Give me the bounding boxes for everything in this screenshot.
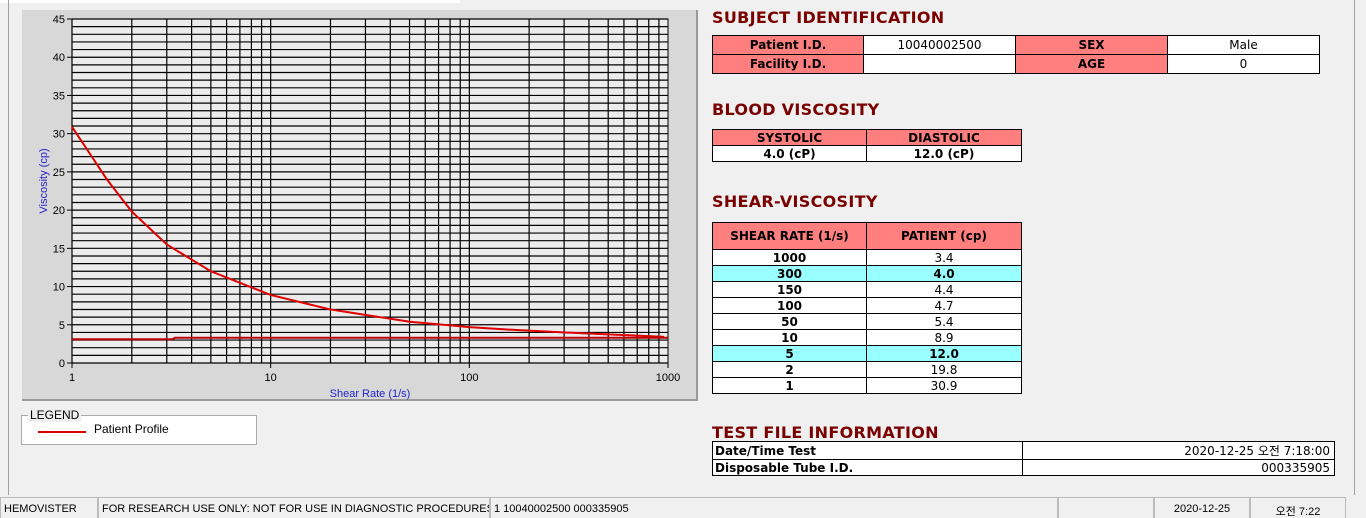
shear-row: 5 12.0 <box>712 345 1022 362</box>
legend-box: LEGEND Patient Profile <box>21 408 257 445</box>
patient-cp-cell: 4.7 <box>866 297 1022 314</box>
shear-viscosity-table: SHEAR RATE (1/s) PATIENT (cp) 1000 3.4 300 4… <box>712 222 1022 394</box>
window-frame <box>8 0 1355 495</box>
status-time: 오전 7:22 <box>1250 497 1346 518</box>
systolic-value: 4.0 (cP) <box>712 145 867 162</box>
x-tick-label: 1000 <box>656 372 680 384</box>
datetime-label: Date/Time Test <box>712 441 1023 460</box>
status-app: HEMOVISTER <box>0 497 98 518</box>
y-tick-label: 25 <box>53 167 65 179</box>
viscosity-chart: 0 5 10 15 20 25 30 35 40 45 1 10 100 1000 Shear Rate (… <box>22 10 698 401</box>
y-tick-label: 45 <box>53 14 65 26</box>
tube-id-label: Disposable Tube I.D. <box>712 459 1023 476</box>
x-tick-label: 100 <box>460 372 478 384</box>
blood-viscosity-title: BLOOD VISCOSITY <box>712 100 880 119</box>
patient-cp-header: PATIENT (cp) <box>866 222 1022 250</box>
y-tick-label: 30 <box>53 129 65 141</box>
top-edge <box>0 0 460 3</box>
sex-label: SEX <box>1015 35 1168 55</box>
sex-value: Male <box>1167 35 1320 55</box>
shear-row: 300 4.0 <box>712 265 1022 282</box>
patient-id-label: Patient I.D. <box>712 35 864 55</box>
shear-rate-cell: 50 <box>712 313 867 330</box>
shear-rate-cell: 2 <box>712 361 867 378</box>
patient-cp-cell: 30.9 <box>866 377 1022 394</box>
y-tick-label: 20 <box>53 205 65 217</box>
shear-rate-cell: 10 <box>712 329 867 346</box>
test-file-table: Date/Time Test 2020-12-25 오전 7:18:00 Disp… <box>712 441 1335 476</box>
shear-row: 1000 3.4 <box>712 249 1022 266</box>
legend-title: LEGEND <box>28 408 82 422</box>
x-tick-label: 10 <box>265 372 277 384</box>
series-line-0 <box>71 126 665 338</box>
y-tick-label: 0 <box>59 358 65 370</box>
status-bar: HEMOVISTER FOR RESEARCH USE ONLY: NOT FO… <box>0 497 1366 518</box>
shear-rate-cell: 5 <box>712 345 867 362</box>
y-tick-label: 15 <box>53 243 65 255</box>
status-file: 1 10040002500 000335905 <box>490 497 1058 518</box>
shear-rate-cell: 150 <box>712 281 867 298</box>
status-date: 2020-12-25 <box>1154 497 1250 518</box>
shear-row: 2 19.8 <box>712 361 1022 378</box>
y-tick-label: 10 <box>53 282 65 294</box>
patient-cp-cell: 4.4 <box>866 281 1022 298</box>
shear-row: 150 4.4 <box>712 281 1022 298</box>
y-tick-label: 5 <box>59 320 65 332</box>
shear-rate-cell: 300 <box>712 265 867 282</box>
legend-line-swatch <box>38 431 86 433</box>
y-tick-label: 35 <box>53 90 65 102</box>
x-axis-label: Shear Rate (1/s) <box>330 388 411 400</box>
shear-rate-cell: 1000 <box>712 249 867 266</box>
subject-title: SUBJECT IDENTIFICATION <box>712 8 945 27</box>
patient-cp-cell: 3.4 <box>866 249 1022 266</box>
series-line-1 <box>72 336 668 341</box>
shear-rate-header: SHEAR RATE (1/s) <box>712 222 867 250</box>
shear-row: 50 5.4 <box>712 313 1022 330</box>
y-tick-label: 40 <box>53 52 65 64</box>
shear-rate-cell: 1 <box>712 377 867 394</box>
test-file-title: TEST FILE INFORMATION <box>712 423 939 442</box>
systolic-label: SYSTOLIC <box>712 129 867 146</box>
x-tick-label: 1 <box>69 372 75 384</box>
age-label: AGE <box>1015 54 1168 74</box>
shear-row: 10 8.9 <box>712 329 1022 346</box>
patient-cp-cell: 12.0 <box>866 345 1022 362</box>
tube-id-value: 000335905 <box>1022 459 1335 476</box>
age-value: 0 <box>1167 54 1320 74</box>
y-axis-label: Viscosity (cp) <box>38 148 50 213</box>
status-blank <box>1058 497 1154 518</box>
status-notice: FOR RESEARCH USE ONLY: NOT FOR USE IN DI… <box>98 497 490 518</box>
facility-id-value <box>863 54 1016 74</box>
legend-item-label: Patient Profile <box>94 422 169 436</box>
shear-viscosity-title: SHEAR-VISCOSITY <box>712 192 878 211</box>
patient-cp-cell: 19.8 <box>866 361 1022 378</box>
shear-rate-cell: 100 <box>712 297 867 314</box>
patient-cp-cell: 4.0 <box>866 265 1022 282</box>
patient-id-value: 10040002500 <box>863 35 1016 55</box>
chart-svg: 0 5 10 15 20 25 30 35 40 45 1 10 100 1000 Shear Rate (… <box>38 14 680 400</box>
shear-row: 1 30.9 <box>712 377 1022 394</box>
patient-cp-cell: 8.9 <box>866 329 1022 346</box>
subject-table: Patient I.D. 10040002500 SEX Male Facility … <box>712 35 1320 74</box>
facility-id-label: Facility I.D. <box>712 54 864 74</box>
diastolic-label: DIASTOLIC <box>866 129 1022 146</box>
patient-cp-cell: 5.4 <box>866 313 1022 330</box>
datetime-value: 2020-12-25 오전 7:18:00 <box>1022 441 1335 460</box>
shear-row: 100 4.7 <box>712 297 1022 314</box>
blood-viscosity-table: SYSTOLIC DIASTOLIC 4.0 (cP) 12.0 (cP) <box>712 129 1022 162</box>
plot-area <box>71 18 669 364</box>
diastolic-value: 12.0 (cP) <box>866 145 1022 162</box>
